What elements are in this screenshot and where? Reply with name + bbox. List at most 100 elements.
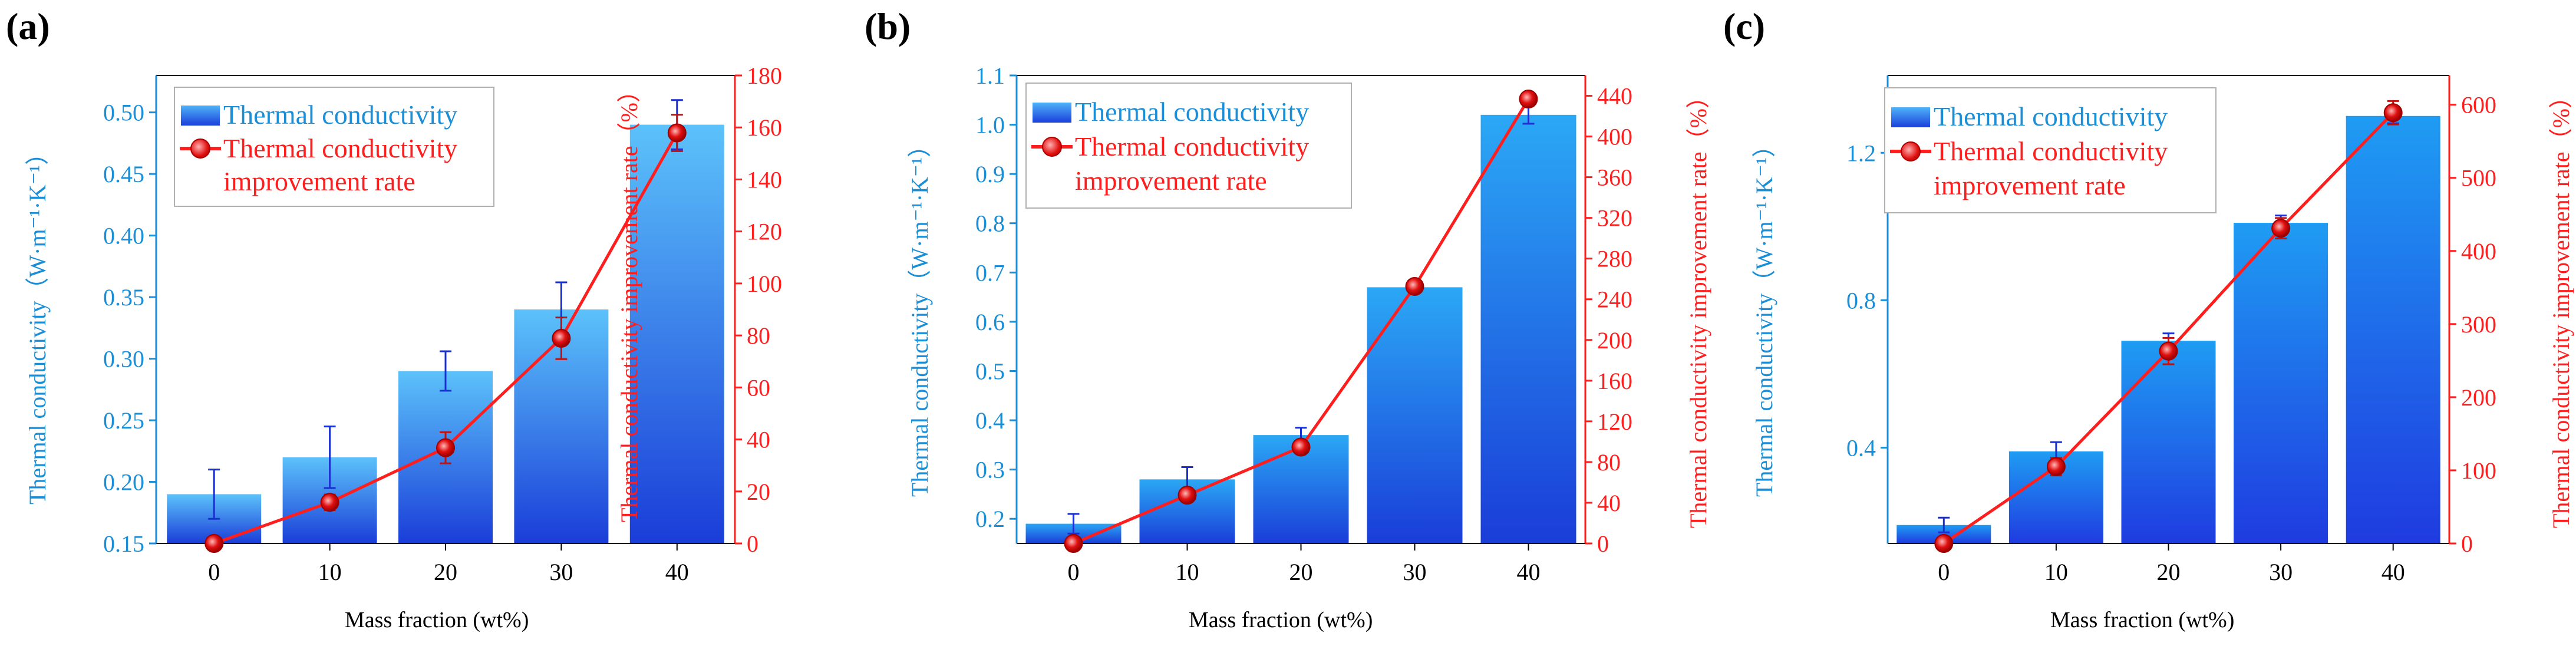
panel-label-b: (b) [865,5,911,47]
point-c-40 [2383,103,2403,123]
legend-b: Thermal conductivity Thermal conductivit… [1025,83,1352,209]
legend-bar-label-a: Thermal conductivity [223,100,458,130]
tick-label-left-b-2: 0.4 [975,407,1005,434]
tick-label-right-b-11: 440 [1597,83,1632,110]
tick-label-right-a-7: 140 [747,166,782,193]
legend-line-label-c-2: improvement rate [1934,170,2126,200]
tick-label-left-a-1: 0.20 [103,469,144,496]
tick-label-right-b-7: 280 [1597,246,1632,272]
tick-label-right-c-5: 500 [2461,165,2496,192]
tick-label-right-b-1: 40 [1597,490,1621,516]
bar-errorbar-a-0 [208,469,220,520]
tick-label-left-c-0: 0.4 [1846,434,1876,461]
tick-label-left-b-8: 1.0 [975,112,1005,139]
y-axis-title-right-c: Thermal conductivity improvement rate（%） [2548,85,2574,528]
chart-panel-b: 0.2 0.3 0.4 0.5 0.6 0.7 0.8 0.9 1.0 1.1 0 40 80 120 16… [859,0,1717,646]
tick-label-left-b-9: 1.1 [975,62,1005,89]
tick-label-x-b-30: 30 [1403,559,1427,585]
tick-label-x-a-10: 10 [318,559,342,585]
chart-svg-a: 0.15 0.20 0.25 0.30 0.35 0.40 0.45 0.50 0 20 40 60 8… [103,62,782,585]
tick-label-left-a-2: 0.25 [103,407,144,434]
point-c-0 [1934,534,1954,553]
legend-bar-swatch-b [1033,103,1071,123]
y-axis-title-left-c: Thermal conductivity（W·m⁻¹·K⁻¹） [1751,133,1777,497]
bar-errorbar-a-20 [440,350,451,392]
tick-label-left-b-4: 0.6 [975,309,1005,335]
y-axis-title-left-b: Thermal conductivity（W·m⁻¹·K⁻¹） [906,133,933,497]
bar-b-40 [1480,114,1576,543]
tick-label-left-b-6: 0.8 [975,210,1005,237]
tick-label-left-a-3: 0.30 [103,346,144,373]
legend-a: Thermal conductivity Thermal conductivit… [174,87,494,207]
point-a-20 [436,438,455,457]
tick-label-right-c-2: 200 [2461,384,2496,411]
tick-label-x-b-0: 0 [1068,559,1080,585]
bar-c-30 [2234,223,2328,543]
point-a-0 [205,534,224,553]
tick-label-left-b-3: 0.5 [975,358,1005,384]
tick-label-left-b-0: 0.2 [975,506,1005,532]
panel-label-a: (a) [6,5,50,47]
tick-label-right-c-4: 400 [2461,238,2496,265]
chart-panel-a: 0.15 0.20 0.25 0.30 0.35 0.40 0.45 0.50 0 20 40 60 8… [0,0,859,646]
tick-label-x-a-20: 20 [434,559,457,585]
tick-label-right-c-1: 100 [2461,457,2496,484]
tick-label-right-b-0: 0 [1597,530,1609,557]
bar-errorbar-a-10 [324,426,336,489]
point-b-40 [1519,90,1538,109]
bar-c-40 [2346,116,2440,543]
tick-label-right-a-5: 100 [747,271,782,297]
tick-label-right-b-3: 120 [1597,408,1632,435]
tick-label-right-b-9: 360 [1597,164,1632,191]
legend-line-label-a-2: improvement rate [223,166,415,196]
tick-label-left-a-7: 0.50 [103,100,144,126]
tick-label-left-a-5: 0.40 [103,223,144,249]
tick-label-left-c-2: 1.2 [1846,140,1876,166]
legend-bar-label-b: Thermal conductivity [1075,97,1310,127]
chart-panel-c: 0.4 0.8 1.2 0 100 200 300 400 500 600 0 10 20 30 40 (c… [1717,0,2576,646]
point-b-0 [1064,534,1083,553]
tick-label-left-c-1: 0.8 [1846,287,1876,314]
tick-label-x-b-20: 20 [1289,559,1313,585]
legend-bar-swatch-a [181,106,220,126]
bar-b-30 [1367,287,1463,543]
tick-label-x-c-30: 30 [2269,559,2293,585]
legend-line-marker-c [1901,141,1921,162]
legend-bar-swatch-c [1891,107,1930,127]
x-axis-title-b: Mass fraction (wt%) [1189,608,1373,632]
y-axis-title-right-a: Thermal conductivity improvement rate（%） [616,79,642,522]
tick-label-left-b-5: 0.7 [975,259,1005,286]
tick-label-right-a-8: 160 [747,114,782,141]
tick-label-right-a-0: 0 [747,530,758,557]
point-c-20 [2159,341,2178,361]
tick-label-right-c-3: 300 [2461,311,2496,338]
tick-label-x-a-40: 40 [665,559,689,585]
tick-label-left-a-4: 0.35 [103,284,144,311]
bar-errorbar-c-0 [1938,516,1950,533]
tick-label-left-b-1: 0.3 [975,457,1005,483]
tick-label-right-a-3: 60 [747,374,770,401]
bar-a-40 [629,124,724,543]
tick-label-left-a-6: 0.45 [103,161,144,187]
tick-label-left-b-7: 0.9 [975,161,1005,187]
tick-label-x-c-0: 0 [1938,559,1950,585]
legend-line-label-c-1: Thermal conductivity [1934,136,2168,166]
x-axis-title-c: Mass fraction (wt%) [2050,608,2235,632]
tick-label-right-a-9: 180 [747,62,782,89]
tick-label-left-a-0: 0.15 [103,530,144,557]
chart-svg-c: 0.4 0.8 1.2 0 100 200 300 400 500 600 0 10 20 30 40 [1846,75,2496,585]
panel-label-c: (c) [1723,5,1766,47]
point-b-30 [1405,276,1424,296]
x-axis-title-a: Mass fraction (wt%) [345,608,529,632]
point-a-10 [320,493,339,512]
legend-c: Thermal conductivity Thermal conductivit… [1884,87,2217,213]
bar-errorbar-b-0 [1067,513,1080,535]
y-axis-title-left-a: Thermal conductivity（W·m⁻¹·K⁻¹） [24,141,51,505]
tick-label-right-b-5: 200 [1597,327,1632,354]
tick-label-right-c-0: 0 [2461,530,2473,557]
tick-label-x-b-40: 40 [1517,559,1541,585]
tick-label-x-c-40: 40 [2382,559,2405,585]
point-a-30 [552,328,571,348]
tick-label-right-a-1: 20 [747,479,770,505]
chart-svg-b: 0.2 0.3 0.4 0.5 0.6 0.7 0.8 0.9 1.0 1.1 0 40 80 120 16… [975,62,1632,585]
